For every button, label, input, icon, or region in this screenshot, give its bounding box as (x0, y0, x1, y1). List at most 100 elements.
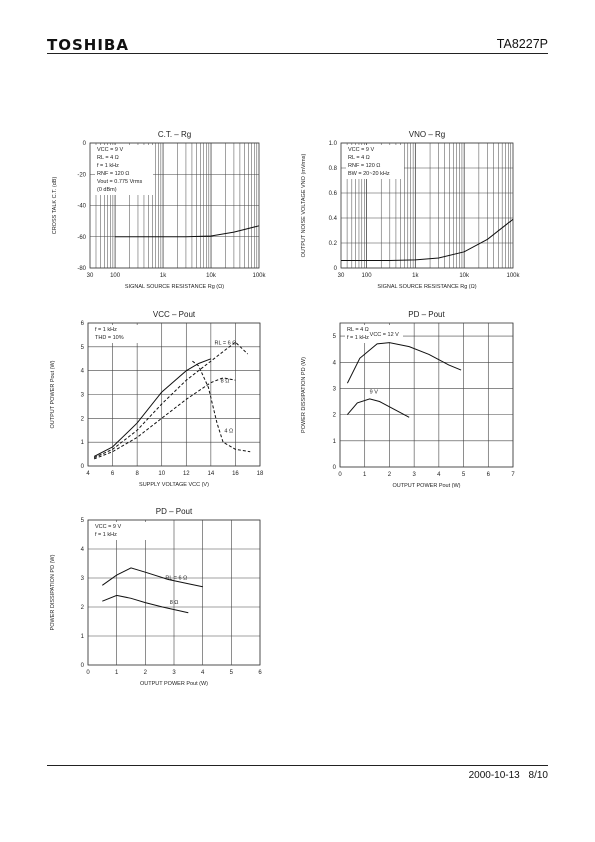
x-axis-label: SUPPLY VOLTAGE VCC (V) (139, 482, 209, 488)
y-tick-label: 2 (81, 416, 85, 422)
x-tick-label: 16 (232, 471, 239, 477)
condition-note: (0 dBm) (97, 187, 117, 193)
x-tick-label: 5 (462, 472, 466, 478)
condition-note: f = 1 kHz (97, 163, 119, 169)
y-tick-label: -20 (77, 172, 86, 178)
chart-title: C.T. – Rg (158, 130, 191, 139)
notes-background (345, 325, 403, 343)
part-number: TA8227P (496, 37, 548, 51)
x-tick-label: 6 (487, 472, 491, 478)
y-axis-label: OUTPUT NOISE VOLTAGE VNO (mVrms) (301, 153, 307, 257)
series-line-2 (93, 377, 236, 460)
x-tick-label: 12 (183, 471, 190, 477)
x-tick-label: 30 (338, 273, 345, 279)
x-tick-label: 3 (412, 472, 416, 478)
condition-note: f = 1 kHz (347, 335, 369, 341)
series-line-1 (93, 341, 249, 459)
y-tick-label: 4 (81, 369, 85, 375)
x-tick-label: 6 (258, 670, 262, 676)
x-axis-label: OUTPUT POWER Pout (W) (392, 483, 460, 489)
y-tick-label: 0 (333, 465, 337, 471)
chart-ct-rg: 30 100 1k 10k 100k 0 -20 -40 -60 -80 C.T. – Rg SIGN… (52, 130, 267, 290)
x-tick-label: 6 (111, 471, 115, 477)
notes-background (346, 145, 404, 179)
y-tick-label: 0 (334, 266, 338, 272)
curve-label: 9 V (370, 390, 379, 396)
y-tick-label: 1 (333, 439, 337, 445)
brand-logo: TOSHIBA (47, 36, 129, 54)
series-line-0 (346, 342, 462, 384)
x-tick-label: 10k (206, 273, 217, 279)
x-axis-label: SIGNAL SOURCE RESISTANCE Rg (Ω) (125, 284, 224, 290)
condition-note: VCC = 9 V (97, 147, 123, 153)
curve-label: 8 Ω (221, 379, 230, 385)
y-tick-label: 2 (81, 605, 85, 611)
footer-page: 8/10 (528, 770, 548, 781)
curve-label: RL = 6 Ω (215, 340, 237, 346)
x-axis-label: SIGNAL SOURCE RESISTANCE Rg (Ω) (377, 284, 476, 290)
x-axis-label: OUTPUT POWER Pout (W) (140, 681, 208, 687)
chart-title: PD – Pout (408, 310, 445, 319)
curve-label: VCC = 12 V (370, 332, 400, 338)
chart-pd-pout-a: 0 1 2 3 4 5 6 7 0 1 2 3 4 5 PD – Pout OUTPUT POWER Pout… (301, 310, 515, 489)
y-tick-label: 4 (333, 360, 337, 366)
curve-label: 8 Ω (170, 600, 179, 606)
condition-note: RNF = 120 Ω (348, 163, 380, 169)
x-tick-label: 1 (363, 472, 367, 478)
x-tick-label: 2 (144, 670, 148, 676)
series-line-0 (93, 358, 212, 457)
chart-vno-rg: 30 100 1k 10k 100k 0 0.2 0.4 0.6 0.8 1.0 VNO – Rg SI… (301, 130, 521, 290)
plot-frame (339, 322, 514, 468)
y-tick-label: 0 (81, 464, 85, 470)
x-tick-label: 5 (230, 670, 234, 676)
footer: 2000-10-13 8/10 (463, 770, 548, 781)
y-tick-label: 1 (81, 634, 85, 640)
condition-note: RL = 4 Ω (348, 155, 370, 161)
condition-note: f = 1 kHz (95, 532, 117, 538)
x-tick-label: 4 (437, 472, 441, 478)
y-axis-label: POWER DISSIPATION PD (W) (301, 357, 307, 433)
series-line-3 (192, 360, 251, 453)
y-tick-label: 5 (81, 345, 85, 351)
x-tick-label: 18 (257, 471, 264, 477)
x-tick-label: 1 (115, 670, 119, 676)
y-tick-label: -80 (77, 266, 86, 272)
chart-title: VCC – Pout (153, 310, 196, 319)
x-tick-label: 1k (412, 273, 419, 279)
y-tick-label: 1 (81, 440, 85, 446)
x-tick-label: 0 (338, 472, 342, 478)
x-tick-label: 10k (459, 273, 470, 279)
condition-note: VCC = 9 V (95, 524, 121, 530)
x-tick-label: 7 (511, 472, 515, 478)
condition-note: f = 1 kHz (95, 327, 117, 333)
footer-date: 2000-10-13 (468, 770, 520, 781)
y-tick-label: 0.4 (329, 216, 338, 222)
y-tick-label: -60 (77, 235, 86, 241)
y-tick-label: 4 (81, 547, 85, 553)
y-tick-label: 0.6 (329, 191, 338, 197)
series-line-0 (102, 567, 203, 588)
x-tick-label: 1k (160, 273, 167, 279)
y-tick-label: 1.0 (329, 141, 338, 147)
notes-background (93, 522, 151, 540)
x-tick-label: 0 (86, 670, 90, 676)
x-tick-label: 100 (362, 273, 373, 279)
curve-label: RL = 6 Ω (165, 575, 187, 581)
curve-label: 4 Ω (224, 429, 233, 435)
y-axis-label: OUTPUT POWER Pout (W) (50, 360, 56, 428)
condition-note: VCC = 9 V (348, 147, 374, 153)
x-tick-label: 30 (87, 273, 94, 279)
notes-background (93, 325, 151, 343)
series-line-1 (347, 398, 410, 418)
y-tick-label: -40 (77, 204, 86, 210)
condition-note: THD = 10% (95, 335, 124, 341)
x-tick-label: 10 (158, 471, 165, 477)
y-tick-label: 3 (81, 393, 85, 399)
footer-rule (47, 765, 548, 766)
y-tick-label: 6 (81, 321, 85, 327)
x-tick-label: 100k (506, 273, 520, 279)
y-tick-label: 5 (81, 518, 85, 524)
x-tick-label: 100 (110, 273, 121, 279)
chart-title: VNO – Rg (409, 130, 445, 139)
